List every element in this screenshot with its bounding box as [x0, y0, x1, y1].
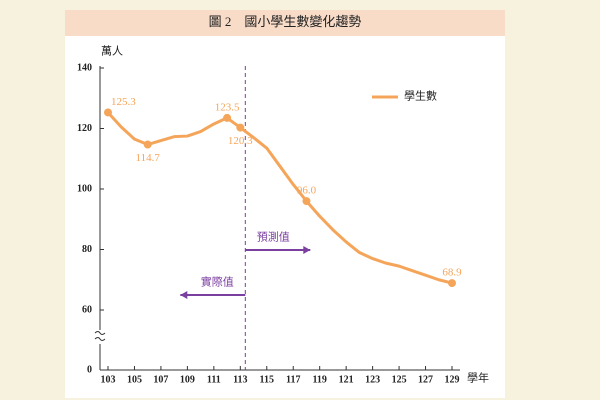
data-label: 125.3: [111, 96, 136, 108]
data-label: 114.7: [136, 152, 161, 164]
point: [236, 123, 245, 132]
x-tick-label: 109: [180, 374, 195, 385]
x-tick-label: 111: [207, 374, 221, 385]
y-tick-label: 100: [77, 183, 92, 194]
x-tick-label: 103: [101, 374, 116, 385]
data-label: 96.0: [297, 185, 317, 197]
axis-break: [94, 331, 106, 341]
annotation: 預測值: [257, 230, 290, 244]
data-label: 120.3: [228, 135, 253, 147]
panel: [65, 10, 505, 398]
y-tick-label: 0: [87, 364, 92, 375]
point: [302, 197, 311, 206]
data-label: 68.9: [442, 267, 462, 279]
line: [106, 111, 453, 285]
x-tick-label: 107: [153, 374, 168, 385]
point: [223, 113, 232, 122]
point: [448, 279, 456, 288]
y-tick-label: 120: [77, 123, 92, 134]
x-tick-label: 119: [312, 374, 326, 385]
axis-break-gap: [96, 330, 105, 344]
y-tick-label: 80: [82, 244, 92, 255]
point: [104, 108, 112, 117]
x-tick-label: 105: [127, 374, 142, 385]
x-tick-label: 125: [392, 374, 407, 385]
y-tick-label: 60: [82, 304, 92, 315]
x-tick-label: 115: [260, 374, 274, 385]
data-label: 123.5: [215, 101, 240, 113]
annotation-arrowhead: [303, 246, 311, 254]
x-axis-label: 學年: [467, 371, 489, 385]
title-bar: [65, 10, 505, 36]
y-axis-label: 萬人: [101, 45, 123, 58]
y-tick-label: 140: [77, 62, 92, 73]
x-tick-label: 113: [233, 374, 247, 385]
legend-label: 學生數: [404, 89, 437, 103]
x-tick-label: 123: [365, 374, 380, 385]
point: [143, 140, 152, 149]
chart-title: 圖 2 國小學生數變化趨勢: [209, 14, 362, 29]
x-tick-label: 129: [445, 374, 460, 385]
x-tick-label: 127: [418, 374, 433, 385]
x-tick-label: 121: [339, 374, 354, 385]
x-tick-label: 117: [286, 374, 300, 385]
annotation: 實際值: [201, 275, 234, 289]
annotation-arrowhead: [180, 291, 188, 299]
